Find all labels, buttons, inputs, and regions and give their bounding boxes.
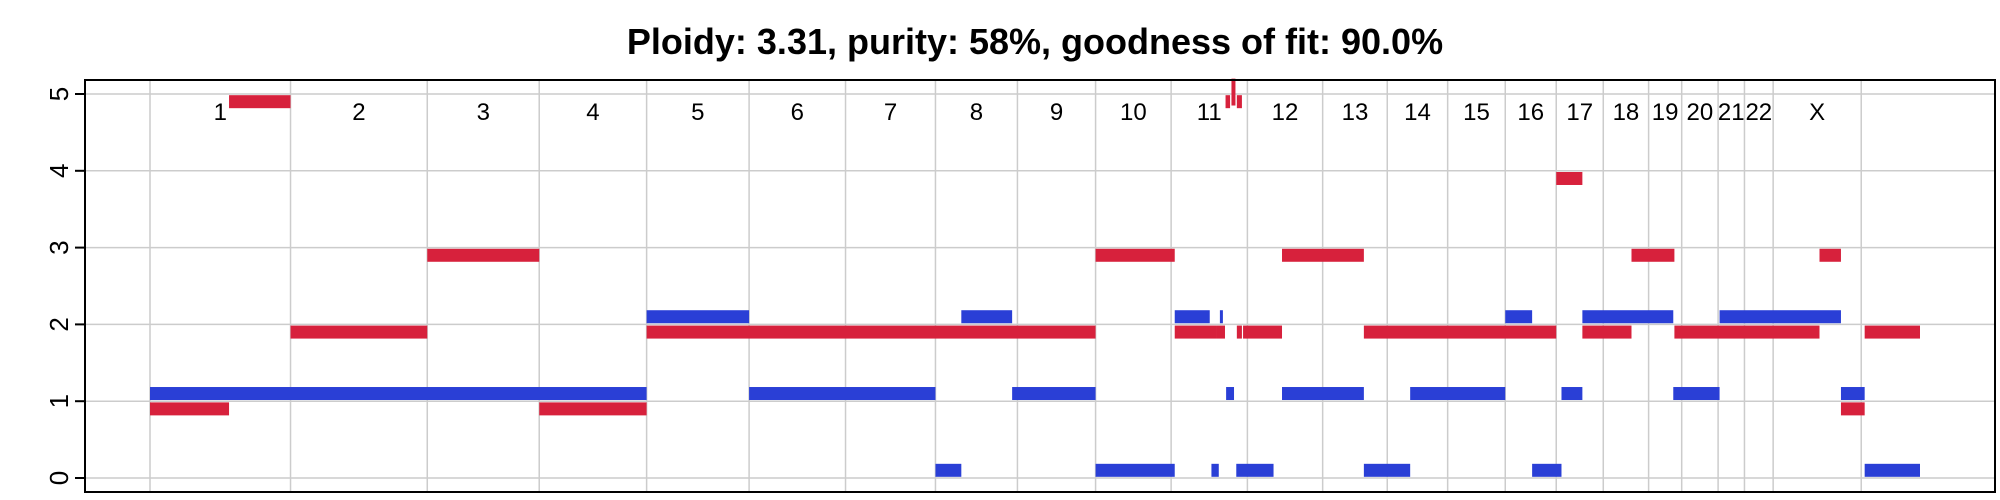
major-segment <box>1864 325 1920 339</box>
plot-frame <box>84 79 1996 493</box>
major-segment <box>646 325 1096 339</box>
major-segment <box>1819 248 1841 262</box>
chromosome-label: 12 <box>1272 99 1299 126</box>
y-tick-label: 4 <box>44 164 74 178</box>
y-tick-label: 2 <box>44 317 74 331</box>
minor-segment <box>1410 387 1506 401</box>
major-segment <box>427 248 540 262</box>
chromosome-label: 21 <box>1718 99 1745 126</box>
y-tick-label: 5 <box>44 87 74 101</box>
major-segment <box>1582 325 1632 339</box>
minor-segment <box>1174 310 1210 324</box>
y-tick-label: 0 <box>44 471 74 485</box>
chart-title: Ploidy: 3.31, purity: 58%, goodness of f… <box>627 21 1443 62</box>
minor-segment <box>935 463 962 477</box>
major-segment <box>1174 325 1217 339</box>
minor-segment <box>1864 463 1920 477</box>
major-segment <box>1095 248 1175 262</box>
major-segment <box>1225 95 1231 109</box>
y-tick-label: 3 <box>44 240 74 254</box>
chromosome-label: 2 <box>352 99 365 126</box>
major-segment <box>539 402 647 416</box>
chromosome-label: 5 <box>691 99 704 126</box>
chromosome-label: 19 <box>1652 99 1679 126</box>
chromosome-label: 13 <box>1342 99 1369 126</box>
major-segment <box>1243 325 1283 339</box>
chromosome-labels: 1 2 3 4 5 6 7 8 9 10 11 12 13 14 15 16 17 18 19 20 21 22 X <box>214 99 1826 126</box>
minor-segment <box>1582 310 1674 324</box>
chromosome-label: 15 <box>1463 99 1490 126</box>
major-segment <box>1236 325 1242 339</box>
chromosome-label: 16 <box>1517 99 1544 126</box>
chromosome-label: 4 <box>586 99 599 126</box>
chromosome-label: 7 <box>884 99 897 126</box>
minor-segment <box>1095 463 1175 477</box>
chromosome-label: 1 <box>214 99 227 126</box>
major-segment <box>1840 402 1865 416</box>
grid-layer <box>85 80 1995 492</box>
chromosome-label: 9 <box>1050 99 1063 126</box>
chromosome-label: 18 <box>1613 99 1640 126</box>
minor-segment <box>1282 387 1364 401</box>
major-segment <box>229 95 291 109</box>
chromosome-label: X <box>1809 99 1825 126</box>
major-segment <box>1674 325 1820 339</box>
minor-segment <box>1236 463 1274 477</box>
minor-segment <box>1363 463 1411 477</box>
minor-segment <box>646 310 750 324</box>
major-segment <box>1556 171 1583 185</box>
major-segment <box>1236 95 1242 109</box>
minor-segment <box>150 387 647 401</box>
minor-segment <box>1219 310 1223 324</box>
major-segment <box>1282 248 1364 262</box>
major-segment <box>290 325 428 339</box>
minor-segment <box>1505 310 1533 324</box>
y-axis: 0 1 2 3 4 5 <box>44 87 85 485</box>
major-segment <box>1216 325 1225 339</box>
minor-segment <box>1719 310 1841 324</box>
chromosome-label: 6 <box>791 99 804 126</box>
chromosome-label: 14 <box>1404 99 1431 126</box>
chromosome-label: 17 <box>1566 99 1593 126</box>
chromosome-label: 10 <box>1120 99 1147 126</box>
minor-segment <box>749 387 936 401</box>
segments-layer <box>150 78 1920 477</box>
minor-segment <box>1226 387 1235 401</box>
minor-segment <box>1561 387 1583 401</box>
chromosome-label: 22 <box>1745 99 1772 126</box>
minor-segment <box>1840 387 1865 401</box>
chromosome-label: 8 <box>970 99 983 126</box>
chromosome-label: 3 <box>477 99 490 126</box>
minor-segment <box>1673 387 1720 401</box>
minor-segment <box>1532 463 1562 477</box>
major-segment <box>1631 248 1675 262</box>
major-segment <box>150 402 230 416</box>
y-tick-label: 1 <box>44 394 74 408</box>
minor-segment <box>1211 463 1219 477</box>
minor-segment <box>961 310 1013 324</box>
chromosome-label: 20 <box>1687 99 1714 126</box>
major-segment <box>1363 325 1557 339</box>
minor-segment <box>1012 387 1096 401</box>
chromosome-label: 11 <box>1197 99 1222 126</box>
major-spike <box>1231 78 1236 106</box>
